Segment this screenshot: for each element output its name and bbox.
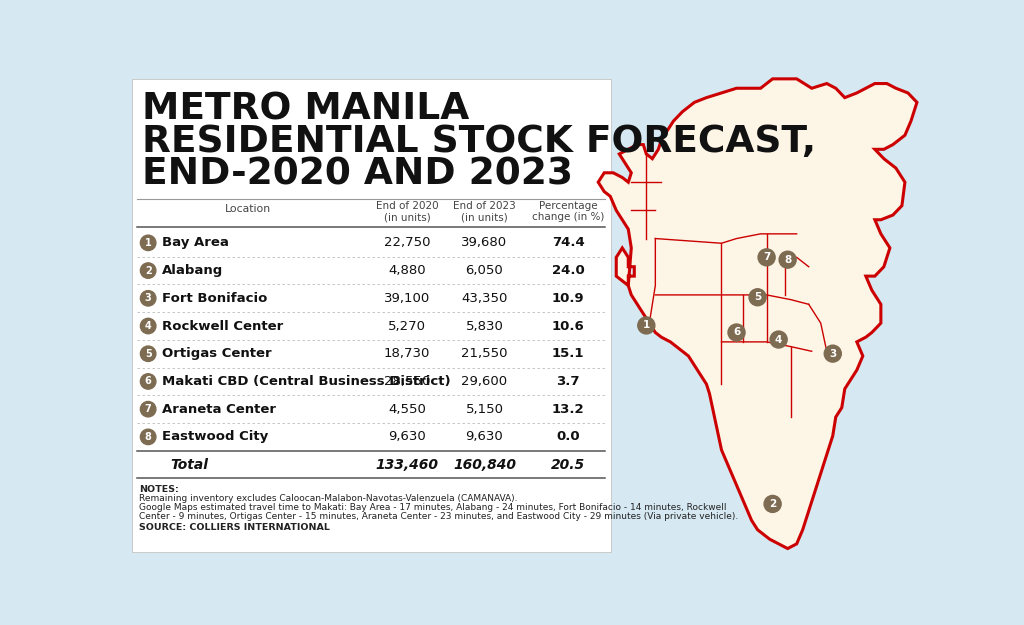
Text: Araneta Center: Araneta Center [162, 402, 276, 416]
Text: 3: 3 [829, 349, 837, 359]
Text: 4: 4 [144, 321, 152, 331]
Text: 2: 2 [769, 499, 776, 509]
Circle shape [140, 429, 156, 444]
Text: Eastwood City: Eastwood City [162, 431, 268, 443]
Text: Total: Total [171, 458, 209, 472]
Text: 39,100: 39,100 [384, 292, 430, 305]
Text: 4,880: 4,880 [388, 264, 426, 277]
Text: 7: 7 [144, 404, 152, 414]
Text: Fort Bonifacio: Fort Bonifacio [162, 292, 267, 305]
Text: METRO MANILA: METRO MANILA [142, 92, 469, 128]
Circle shape [638, 317, 654, 334]
Circle shape [140, 318, 156, 334]
Text: 13.2: 13.2 [552, 402, 585, 416]
Text: 43,350: 43,350 [462, 292, 508, 305]
Text: 4: 4 [775, 334, 782, 344]
Text: 10.6: 10.6 [552, 319, 585, 332]
Text: 0.0: 0.0 [556, 431, 580, 443]
Text: 24.0: 24.0 [552, 264, 585, 277]
Text: Makati CBD (Central Business District): Makati CBD (Central Business District) [162, 375, 451, 388]
Circle shape [824, 345, 842, 362]
Text: 3: 3 [144, 293, 152, 303]
Text: Location: Location [225, 204, 271, 214]
Text: Remaining inventory excludes Caloocan-Malabon-Navotas-Valenzuela (CAMANAVA).: Remaining inventory excludes Caloocan-Ma… [139, 494, 517, 503]
Circle shape [140, 235, 156, 251]
Text: 22,750: 22,750 [384, 236, 430, 249]
Text: 15.1: 15.1 [552, 348, 585, 360]
Text: Center - 9 minutes, Ortigas Center - 15 minutes, Araneta Center - 23 minutes, an: Center - 9 minutes, Ortigas Center - 15 … [139, 512, 738, 521]
Text: Alabang: Alabang [162, 264, 223, 277]
Text: RESIDENTIAL STOCK FORECAST,: RESIDENTIAL STOCK FORECAST, [142, 124, 816, 160]
Text: SOURCE: COLLIERS INTERNATIONAL: SOURCE: COLLIERS INTERNATIONAL [139, 523, 330, 532]
Text: Ortigas Center: Ortigas Center [162, 348, 271, 360]
Text: 1: 1 [643, 321, 650, 331]
Circle shape [770, 331, 787, 348]
Text: 6,050: 6,050 [466, 264, 504, 277]
Text: 160,840: 160,840 [453, 458, 516, 472]
Text: 5,150: 5,150 [466, 402, 504, 416]
Circle shape [749, 289, 766, 306]
Text: 6: 6 [144, 376, 152, 386]
Text: End of 2020
(in units): End of 2020 (in units) [376, 201, 438, 222]
Text: 28,550: 28,550 [384, 375, 430, 388]
Circle shape [779, 251, 797, 268]
Text: 9,630: 9,630 [388, 431, 426, 443]
Circle shape [764, 496, 781, 512]
Text: 6: 6 [733, 328, 740, 338]
Text: NOTES:: NOTES: [139, 484, 178, 494]
Text: 5,830: 5,830 [466, 319, 504, 332]
Polygon shape [598, 79, 916, 549]
Circle shape [728, 324, 745, 341]
Text: 20.5: 20.5 [551, 458, 586, 472]
Text: 5: 5 [754, 292, 761, 302]
Text: 10.9: 10.9 [552, 292, 585, 305]
Text: 21,550: 21,550 [461, 348, 508, 360]
Text: 74.4: 74.4 [552, 236, 585, 249]
Text: 5,270: 5,270 [388, 319, 426, 332]
FancyBboxPatch shape [132, 79, 611, 552]
Text: 3.7: 3.7 [556, 375, 580, 388]
Circle shape [140, 374, 156, 389]
Text: 133,460: 133,460 [376, 458, 438, 472]
Text: 2: 2 [144, 266, 152, 276]
Text: 29,600: 29,600 [462, 375, 508, 388]
Text: 4,550: 4,550 [388, 402, 426, 416]
Text: 8: 8 [784, 254, 792, 264]
Text: End of 2023
(in units): End of 2023 (in units) [454, 201, 516, 222]
Circle shape [140, 291, 156, 306]
Text: 18,730: 18,730 [384, 348, 430, 360]
Text: END-2020 AND 2023: END-2020 AND 2023 [142, 157, 573, 192]
Text: Bay Area: Bay Area [162, 236, 229, 249]
Text: 8: 8 [144, 432, 152, 442]
Text: Google Maps estimated travel time to Makati: Bay Area - 17 minutes, Alabang - 24: Google Maps estimated travel time to Mak… [139, 503, 726, 512]
Circle shape [140, 263, 156, 278]
Text: Percentage
change (in %): Percentage change (in %) [532, 201, 604, 222]
Text: 39,680: 39,680 [462, 236, 508, 249]
Circle shape [140, 346, 156, 361]
Text: 7: 7 [763, 253, 770, 262]
Text: Rockwell Center: Rockwell Center [162, 319, 284, 332]
Text: 5: 5 [144, 349, 152, 359]
Text: 1: 1 [144, 238, 152, 248]
Circle shape [758, 249, 775, 266]
Text: 9,630: 9,630 [466, 431, 504, 443]
Circle shape [140, 401, 156, 417]
